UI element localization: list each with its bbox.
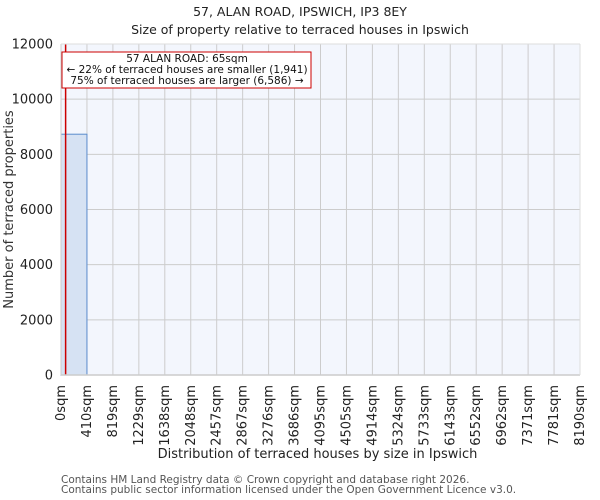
x-tick-label: 3686sqm xyxy=(288,385,303,446)
x-tick-label: 6552sqm xyxy=(469,385,484,446)
x-tick-label: 1229sqm xyxy=(132,385,147,446)
y-tick-label: 10000 xyxy=(12,93,53,108)
x-tick-label: 8190sqm xyxy=(573,385,588,446)
annotation-line-3: 75% of terraced houses are larger (6,586… xyxy=(70,75,303,87)
x-tick-label: 1638sqm xyxy=(158,385,173,446)
x-tick-label: 7371sqm xyxy=(521,385,536,446)
y-tick-label: 8000 xyxy=(20,148,53,163)
x-tick-label: 3276sqm xyxy=(262,385,277,446)
x-tick-label: 6143sqm xyxy=(443,385,458,446)
y-axis-label: Number of terraced properties xyxy=(2,110,17,309)
y-tick-label: 12000 xyxy=(12,38,53,53)
y-tick-label: 4000 xyxy=(20,258,53,273)
gridlines xyxy=(61,43,581,375)
x-tick-label: 4505sqm xyxy=(339,385,354,446)
y-tick-label: 0 xyxy=(45,369,53,384)
x-tick-label: 6962sqm xyxy=(495,385,510,446)
x-tick-label: 410sqm xyxy=(80,385,95,438)
x-tick-label: 2048sqm xyxy=(184,385,199,446)
annotation-line-1: 57 ALAN ROAD: 65sqm xyxy=(126,53,248,65)
annotation-box: 57 ALAN ROAD: 65sqm ← 22% of terraced ho… xyxy=(61,51,312,89)
x-tick-label: 7781sqm xyxy=(547,385,562,446)
x-tick-label: 2867sqm xyxy=(236,385,251,446)
x-axis-label: Distribution of terraced houses by size … xyxy=(158,447,478,462)
y-tick-label: 6000 xyxy=(20,203,53,218)
annotation-border xyxy=(61,51,312,89)
x-tick-label: 2457sqm xyxy=(210,385,225,446)
chart-title: 57, ALAN ROAD, IPSWICH, IP3 8EY xyxy=(193,4,407,19)
x-tick-label: 0sqm xyxy=(54,385,69,421)
x-tick-label: 5324sqm xyxy=(391,385,406,446)
footer-licence: Contains public sector information licen… xyxy=(61,484,517,496)
y-axis-ticks: 0 2000 4000 6000 8000 10000 12000 xyxy=(12,38,53,384)
x-axis-ticks: 0sqm 410sqm 819sqm 1229sqm 1638sqm 2048sqm 245… xyxy=(54,385,588,446)
annotation-line-2: ← 22% of terraced houses are smaller (1,… xyxy=(66,64,307,76)
x-tick-label: 4914sqm xyxy=(365,385,380,446)
y-tick-label: 2000 xyxy=(20,313,53,328)
footer-copyright: Contains HM Land Registry data © Crown c… xyxy=(61,474,470,486)
x-tick-label: 819sqm xyxy=(106,385,121,438)
x-tick-label: 4095sqm xyxy=(314,385,329,446)
x-tick-label: 5733sqm xyxy=(417,385,432,446)
chart-subtitle: Size of property relative to terraced ho… xyxy=(131,22,469,37)
axes xyxy=(60,43,581,376)
